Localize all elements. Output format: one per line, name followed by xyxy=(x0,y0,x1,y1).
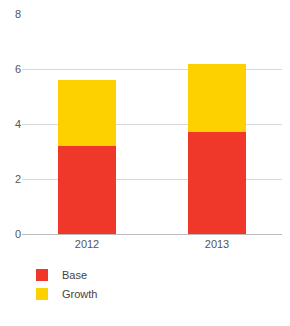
svg-text:4: 4 xyxy=(15,118,21,130)
svg-text:8: 8 xyxy=(15,8,21,20)
svg-text:0: 0 xyxy=(15,228,21,240)
svg-text:Base: Base xyxy=(62,269,87,281)
svg-text:2012: 2012 xyxy=(75,238,99,250)
svg-text:2013: 2013 xyxy=(205,238,229,250)
svg-text:6: 6 xyxy=(15,63,21,75)
svg-text:Growth: Growth xyxy=(62,288,97,300)
svg-text:2: 2 xyxy=(15,173,21,185)
